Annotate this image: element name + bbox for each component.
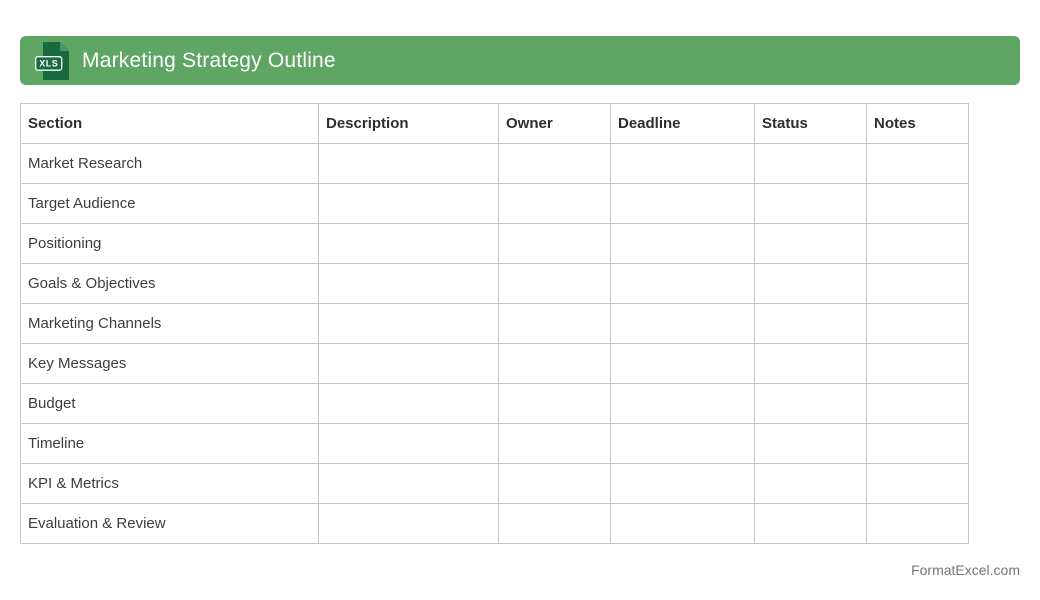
cell-description (318, 343, 499, 384)
cell-owner (498, 223, 611, 264)
cell-status (754, 503, 867, 544)
header-bar: XLS Marketing Strategy Outline (20, 36, 1020, 85)
cell-status (754, 463, 867, 504)
cell-deadline (610, 303, 755, 344)
table-header-row: Section Description Owner Deadline Statu… (20, 103, 969, 144)
cell-deadline (610, 223, 755, 264)
table-row: Key Messages (20, 343, 969, 384)
cell-owner (498, 263, 611, 304)
cell-section: Market Research (20, 143, 319, 184)
cell-status (754, 383, 867, 424)
cell-section: Key Messages (20, 343, 319, 384)
cell-owner (498, 343, 611, 384)
cell-notes (866, 263, 969, 304)
cell-owner (498, 423, 611, 464)
cell-owner (498, 463, 611, 504)
column-header-deadline: Deadline (610, 103, 755, 144)
cell-description (318, 423, 499, 464)
cell-owner (498, 143, 611, 184)
table-row: Evaluation & Review (20, 503, 969, 544)
cell-deadline (610, 343, 755, 384)
cell-notes (866, 343, 969, 384)
cell-description (318, 263, 499, 304)
cell-section: Timeline (20, 423, 319, 464)
cell-section: Marketing Channels (20, 303, 319, 344)
column-header-section: Section (20, 103, 319, 144)
xls-file-icon: XLS (35, 41, 69, 80)
cell-section: Positioning (20, 223, 319, 264)
cell-notes (866, 423, 969, 464)
table-row: Goals & Objectives (20, 263, 969, 304)
cell-section: Target Audience (20, 183, 319, 224)
cell-section: KPI & Metrics (20, 463, 319, 504)
cell-notes (866, 503, 969, 544)
cell-deadline (610, 183, 755, 224)
outline-table: Section Description Owner Deadline Statu… (20, 103, 969, 544)
column-header-notes: Notes (866, 103, 969, 144)
cell-notes (866, 303, 969, 344)
cell-deadline (610, 463, 755, 504)
column-header-owner: Owner (498, 103, 611, 144)
cell-owner (498, 183, 611, 224)
cell-section: Evaluation & Review (20, 503, 319, 544)
cell-status (754, 423, 867, 464)
cell-status (754, 143, 867, 184)
cell-description (318, 223, 499, 264)
table-row: Budget (20, 383, 969, 424)
cell-section: Goals & Objectives (20, 263, 319, 304)
cell-description (318, 143, 499, 184)
cell-notes (866, 183, 969, 224)
cell-owner (498, 303, 611, 344)
cell-deadline (610, 503, 755, 544)
cell-deadline (610, 423, 755, 464)
cell-description (318, 303, 499, 344)
cell-notes (866, 223, 969, 264)
column-header-description: Description (318, 103, 499, 144)
table-row: KPI & Metrics (20, 463, 969, 504)
cell-description (318, 463, 499, 504)
table-row: Positioning (20, 223, 969, 264)
cell-status (754, 303, 867, 344)
cell-description (318, 183, 499, 224)
cell-description (318, 383, 499, 424)
xls-badge-label: XLS (39, 58, 58, 68)
column-header-status: Status (754, 103, 867, 144)
cell-owner (498, 503, 611, 544)
table-row: Timeline (20, 423, 969, 464)
cell-notes (866, 383, 969, 424)
cell-deadline (610, 263, 755, 304)
cell-status (754, 183, 867, 224)
page-title: Marketing Strategy Outline (82, 48, 336, 72)
cell-section: Budget (20, 383, 319, 424)
cell-status (754, 263, 867, 304)
cell-description (318, 503, 499, 544)
site-credit: FormatExcel.com (911, 562, 1020, 578)
cell-notes (866, 143, 969, 184)
cell-deadline (610, 143, 755, 184)
cell-status (754, 223, 867, 264)
cell-status (754, 343, 867, 384)
table-row: Market Research (20, 143, 969, 184)
cell-deadline (610, 383, 755, 424)
cell-notes (866, 463, 969, 504)
table-row: Target Audience (20, 183, 969, 224)
table-row: Marketing Channels (20, 303, 969, 344)
cell-owner (498, 383, 611, 424)
